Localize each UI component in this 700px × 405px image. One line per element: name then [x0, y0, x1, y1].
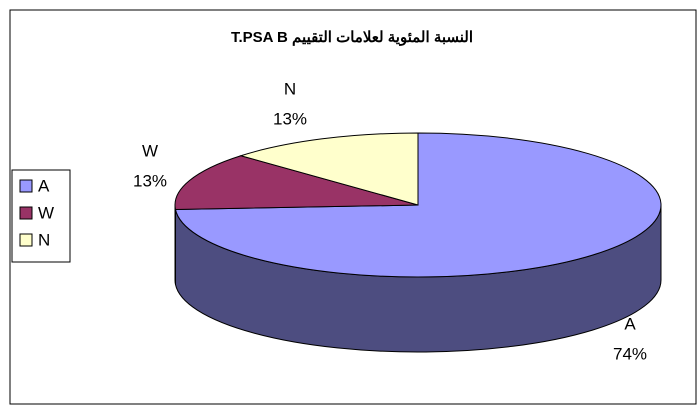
data-label-name: W — [142, 141, 158, 160]
data-label-value: 74% — [613, 344, 647, 363]
legend-swatch — [19, 179, 33, 193]
data-label-value: 13% — [273, 109, 307, 128]
data-label-name: N — [284, 79, 296, 98]
legend-swatch — [19, 206, 33, 220]
chart-title: النسبة المئوية لعلامات التقييم T.PSA B — [231, 29, 473, 46]
pie-slice — [239, 132, 419, 206]
data-label-name: A — [624, 314, 636, 333]
data-label-value: 13% — [133, 171, 167, 190]
legend-label: W — [38, 203, 54, 222]
legend-label: N — [38, 230, 50, 249]
legend-swatch — [19, 233, 33, 247]
legend-label: A — [38, 176, 50, 195]
pie-slice — [174, 155, 419, 211]
